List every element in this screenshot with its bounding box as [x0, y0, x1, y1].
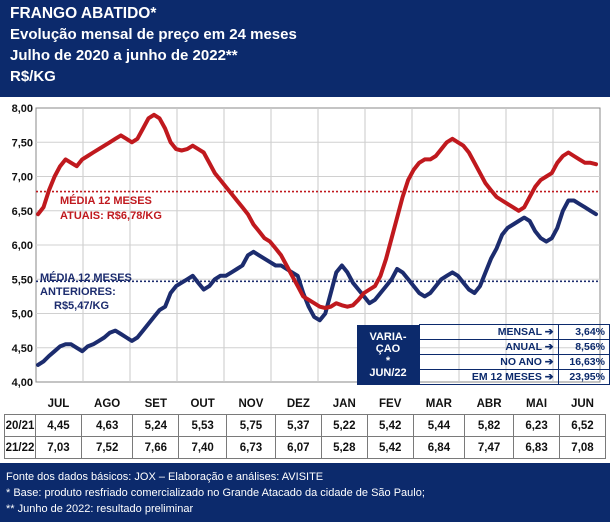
mean-lines [36, 190, 600, 283]
table-cell: 5,24 [132, 414, 180, 437]
y-tick-label: 8,00 [12, 103, 33, 115]
footer-note-base: * Base: produto resfriado comercializado… [6, 487, 425, 499]
variation-label: MENSAL ➔ [419, 324, 559, 340]
month-label: JUL [35, 393, 82, 415]
chart-subtitle-2: Julho de 2020 a junho de 2022** [10, 47, 238, 64]
y-tick-label: 6,00 [12, 240, 33, 252]
y-tick-label: 4,00 [12, 377, 33, 389]
month-label: DEZ [275, 393, 322, 415]
table-row-21-22: 21/22 7,03 7,52 7,66 7,40 6,73 6,07 5,28 5,42 6,8… [4, 436, 607, 459]
month-label: AGO [81, 393, 133, 415]
table-cell: 6,52 [558, 414, 607, 437]
variation-value: 23,95% [557, 369, 610, 385]
table-cell: 5,28 [320, 436, 368, 459]
media-anteriores-label-1: MÉDIA 12 MESES [40, 271, 132, 284]
variation-header-line: VARIA- [369, 330, 407, 343]
media-atuais-label-2: ATUAIS: R$6,78/KG [60, 210, 162, 222]
table-cell: 5,75 [225, 414, 276, 437]
chart-subtitle-1: Evolução mensal de preço em 24 meses [10, 26, 297, 43]
table-cell: 5,42 [366, 436, 414, 459]
table-cell: 7,03 [35, 436, 82, 459]
variation-value: 8,56% [557, 339, 610, 355]
chart-title: FRANGO ABATIDO* [10, 5, 157, 22]
table-cell: 5,42 [366, 414, 414, 437]
line-chart: 4,00 4,50 5,00 5,50 6,00 6,50 7,00 7,50 8,00 MÉD… [12, 103, 601, 389]
table-cell: 7,47 [464, 436, 515, 459]
month-header-row: JUL AGO SET OUT NOV DEZ JAN FEV MAR ABR MAI JUN [4, 393, 606, 415]
row-label: 20/21 [4, 414, 36, 437]
y-tick-label: 6,50 [12, 206, 33, 218]
month-label: MAI [513, 393, 560, 415]
y-tick-label: 5,50 [12, 274, 33, 286]
variation-value: 3,64% [557, 324, 610, 340]
y-tick-label: 7,00 [12, 172, 33, 184]
table-cell: 7,52 [80, 436, 134, 459]
table-cell: 6,84 [412, 436, 466, 459]
header-panel: FRANGO ABATIDO* Evolução mensal de preço… [0, 0, 610, 97]
variation-header-line: JUN/22 [369, 366, 407, 379]
variation-label: NO ANO ➔ [419, 354, 559, 370]
table-cell: 7,66 [132, 436, 180, 459]
table-cell: 5,37 [274, 414, 322, 437]
month-label: SET [132, 393, 179, 415]
month-label: JAN [321, 393, 368, 415]
table-corner [4, 393, 36, 415]
footer-note-preliminary: ** Junho de 2022: resultado preliminar [6, 503, 194, 515]
series-lines [36, 112, 598, 367]
y-axis: 4,00 4,50 5,00 5,50 6,00 6,50 7,00 7,50 8,00 [12, 103, 33, 389]
table-cell: 5,22 [320, 414, 368, 437]
month-label: FEV [367, 393, 414, 415]
y-tick-label: 7,50 [12, 137, 33, 149]
table-cell: 5,82 [464, 414, 515, 437]
gridlines [35, 107, 601, 383]
month-label: MAR [413, 393, 465, 415]
table-cell: 6,83 [513, 436, 560, 459]
table-cell: 6,73 [225, 436, 276, 459]
table-row-20-21: 20/21 4,45 4,63 5,24 5,53 5,75 5,37 5,22 5,42 5,4… [4, 414, 607, 437]
table-cell: 4,45 [35, 414, 82, 437]
month-label: OUT [178, 393, 227, 415]
monthly-table: JUL AGO SET OUT NOV DEZ JAN FEV MAR ABR MAI JUN 20/… [4, 393, 607, 459]
y-tick-label: 5,00 [12, 309, 33, 321]
media-anteriores-label-3: R$5,47/KG [54, 300, 109, 312]
table-cell: 5,53 [178, 414, 227, 437]
table-cell: 6,23 [513, 414, 560, 437]
variation-box: VARIA- ÇAO * JUN/22 MENSAL ➔ 3,64% ANUAL… [357, 324, 610, 385]
footer-panel: Fonte dos dados básicos: JOX – Elaboraçã… [0, 463, 610, 522]
month-label: ABR [464, 393, 514, 415]
variation-header-line: * [385, 354, 391, 367]
series-line-20-21 [36, 198, 598, 367]
table-cell: 6,07 [274, 436, 322, 459]
footer-source: Fonte dos dados básicos: JOX – Elaboraçã… [6, 471, 324, 483]
row-label: 21/22 [4, 436, 36, 459]
table-cell: 7,40 [178, 436, 227, 459]
variation-header-line: ÇAO [375, 342, 401, 355]
table-cell: 5,44 [412, 414, 466, 437]
month-label: JUN [559, 393, 606, 415]
variation-header: VARIA- ÇAO * JUN/22 [357, 324, 420, 385]
media-atuais-label-1: MÉDIA 12 MESES [60, 194, 152, 207]
variation-value: 16,63% [557, 354, 610, 370]
variation-label: EM 12 MESES ➔ [419, 369, 559, 385]
media-anteriores-label-2: ANTERIORES: [40, 286, 116, 298]
series-line-21-22 [36, 112, 598, 310]
variation-label: ANUAL ➔ [419, 339, 559, 355]
table-cell: 4,63 [80, 414, 134, 437]
y-tick-label: 4,50 [12, 343, 33, 355]
chart-unit: R$/KG [10, 68, 56, 85]
month-label: NOV [226, 393, 276, 415]
table-cell: 7,08 [558, 436, 607, 459]
